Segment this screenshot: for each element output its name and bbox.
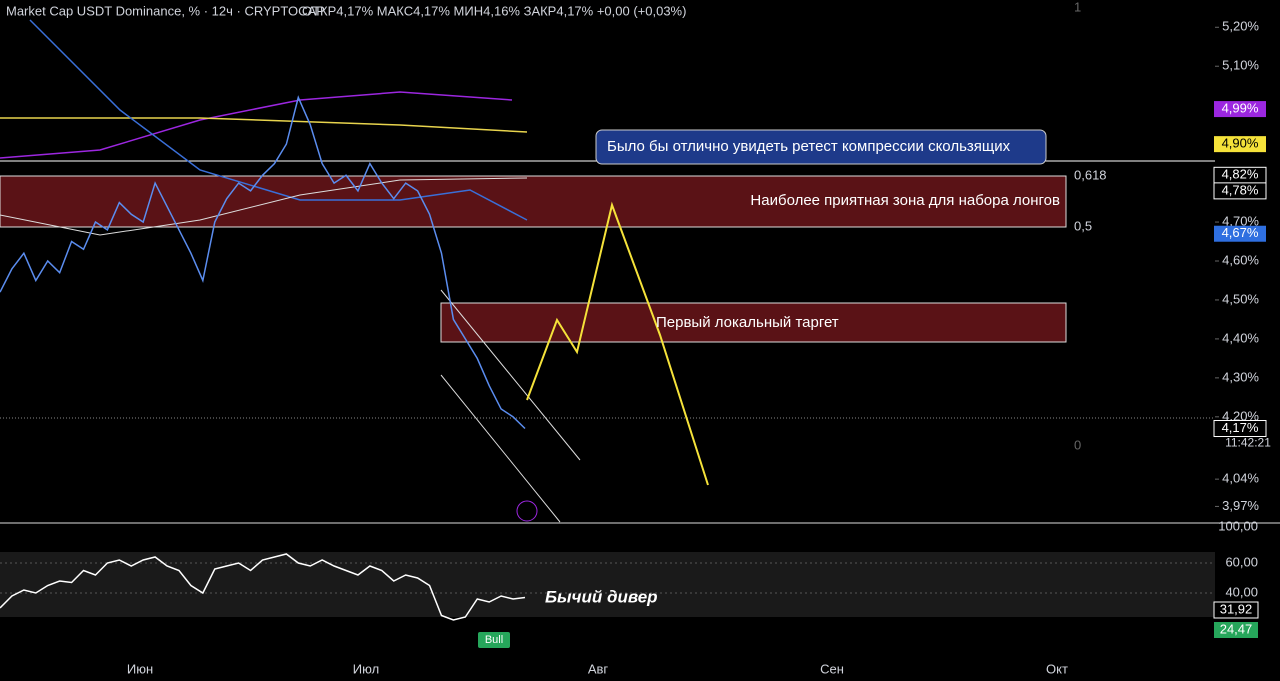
- forecast-path: [526, 201, 709, 486]
- channel: [440, 289, 581, 461]
- ma: [0, 117, 528, 133]
- price-label-bg: [1213, 182, 1267, 200]
- ma: [0, 177, 528, 236]
- y-tick-label: 4,50%: [1222, 291, 1259, 306]
- price-label: 4,90%: [1222, 136, 1259, 151]
- ma: [0, 91, 513, 159]
- callout-box: [595, 129, 1047, 165]
- price-label: 4,67%: [1222, 225, 1259, 240]
- divergence-label: Бычий дивер: [545, 587, 658, 606]
- header-title: Market Cap USDT Dominance, % · 12ч · CRY…: [6, 3, 325, 18]
- price-line: [0, 95, 526, 430]
- price-label-bg: [1214, 225, 1266, 242]
- rsi-line: [0, 553, 526, 621]
- y-tick-label: 4,20%: [1222, 408, 1259, 423]
- rsi-ma: 24,47: [1220, 621, 1253, 636]
- zone-label: Наиболее приятная зона для набора лонгов: [750, 192, 1060, 209]
- rsi-band: [0, 552, 1215, 617]
- rsi-ma-bg: [1214, 622, 1258, 638]
- target-zone: [440, 302, 1067, 343]
- zone-label: Первый локальный таргет: [656, 314, 839, 331]
- y-tick-label: 4,70%: [1222, 213, 1259, 228]
- x-tick-label: Авг: [588, 661, 609, 676]
- fib-label: 0,618: [1074, 167, 1107, 182]
- bull-badge: [478, 632, 510, 648]
- y-tick-label: 4,04%: [1222, 471, 1259, 486]
- x-tick-label: Сен: [820, 661, 844, 676]
- price-label-bg: [1214, 101, 1266, 118]
- x-tick-label: Окт: [1046, 661, 1068, 676]
- price-label: 4,82%: [1222, 167, 1259, 182]
- y-tick-label: 4,60%: [1222, 252, 1259, 267]
- fib-label: 0: [1074, 437, 1081, 452]
- rsi-top-label: 100,00: [1218, 518, 1258, 533]
- price-label: 4,99%: [1222, 101, 1259, 116]
- callout: Было бы отлично увидеть ретест компресси…: [607, 138, 1011, 155]
- x-tick-label: Июл: [353, 661, 379, 676]
- fib-label: 1: [1074, 0, 1081, 14]
- price-label: 4,17%: [1222, 420, 1259, 435]
- rsi-current: 31,92: [1220, 601, 1253, 616]
- x-tick-label: Июн: [127, 661, 153, 676]
- long-zone: [0, 175, 1067, 228]
- y-tick-label: 5,10%: [1222, 58, 1259, 73]
- channel: [440, 374, 561, 523]
- price-label-bg: [1213, 420, 1267, 438]
- fib-label: 0,5: [1074, 218, 1092, 233]
- alert-icon[interactable]: [516, 500, 538, 522]
- rsi-tick-label: 60,00: [1225, 554, 1258, 569]
- countdown: 11:42:21: [1225, 436, 1271, 450]
- rsi-tick-label: 40,00: [1225, 584, 1258, 599]
- rsi-current-bg: [1213, 601, 1259, 619]
- price-label-bg: [1214, 136, 1266, 153]
- price-label: 4,78%: [1222, 182, 1259, 197]
- y-tick-label: 5,20%: [1222, 19, 1259, 34]
- y-tick-label: 3,97%: [1222, 498, 1259, 513]
- y-tick-label: 4,40%: [1222, 330, 1259, 345]
- ma: [29, 19, 528, 221]
- y-tick-label: 4,30%: [1222, 369, 1259, 384]
- header-stats: ОТКР4,17% МАКС4,17% МИН4,16% ЗАКР4,17% +…: [302, 3, 686, 18]
- bull-label: Bull: [485, 634, 503, 646]
